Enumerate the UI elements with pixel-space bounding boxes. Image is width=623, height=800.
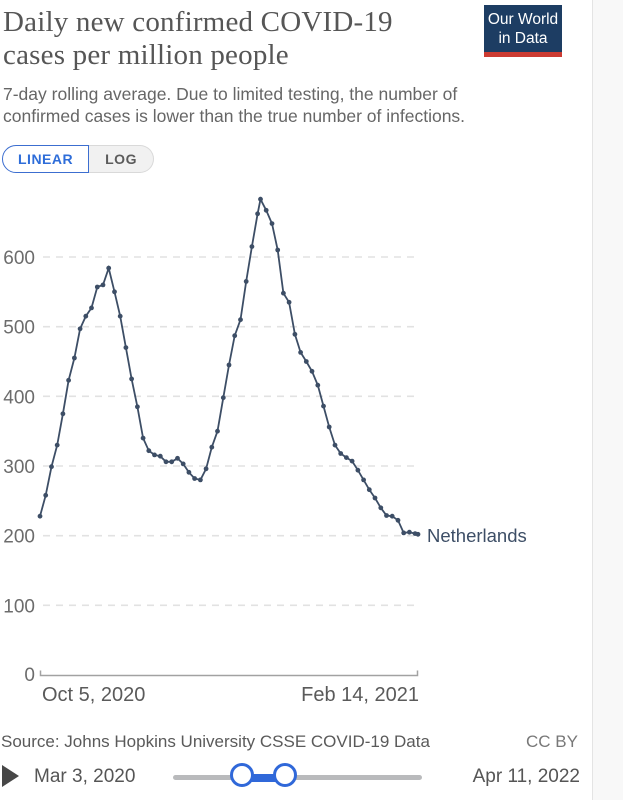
y-tick-200: 200 [3,527,35,548]
series-layer[interactable] [37,196,421,537]
linear-button[interactable]: LINEAR [2,145,90,173]
y-tick-500: 500 [3,318,35,339]
source-text[interactable]: Source: Johns Hopkins University CSSE CO… [1,732,430,751]
timeline-track[interactable] [173,762,422,787]
y-tick-400: 400 [3,387,35,408]
x-axis-start-label: Oct 5, 2020 [42,684,145,706]
line-chart: 600 500 400 300 200 100 0 Oct 5, 2020 Fe… [3,196,527,706]
play-icon [2,765,19,787]
x-axis-end-label: Feb 14, 2021 [301,684,419,706]
chart-subtitle: 7-day rolling average. Due to limited te… [3,84,466,126]
scrollbar-track[interactable] [592,0,623,800]
y-tick-300: 300 [3,457,35,478]
timeline-end-date: Apr 11, 2022 [472,766,580,787]
y-tick-0: 0 [24,665,35,686]
scale-toggle: LINEAR LOG [2,145,154,173]
y-tick-600: 600 [3,248,35,269]
footer: Source: Johns Hopkins University CSSE CO… [1,732,578,752]
play-button[interactable] [2,765,24,789]
x-axis-line [39,670,419,677]
page-title: Daily new confirmed COVID-19 cases per m… [3,6,393,72]
y-tick-100: 100 [3,596,35,617]
log-button[interactable]: LOG [89,145,154,173]
owid-logo[interactable]: Our World in Data [484,5,562,57]
page-title-line2: cases per million people [3,39,289,71]
timeline-selected-range[interactable] [245,773,288,782]
timeline-handle-end[interactable] [273,762,297,787]
page-title-line1: Daily new confirmed COVID-19 [3,6,393,38]
timeline: Mar 3, 2020 Apr 11, 2022 [0,760,580,794]
timeline-start-date: Mar 3, 2020 [34,766,136,787]
owid-logo-line2: in Data [498,30,548,47]
timeline-handle-start[interactable] [230,762,254,787]
owid-logo-line1: Our World [487,11,559,28]
series-end-label: Netherlands [427,525,527,546]
license-link[interactable]: CC BY [526,732,578,751]
